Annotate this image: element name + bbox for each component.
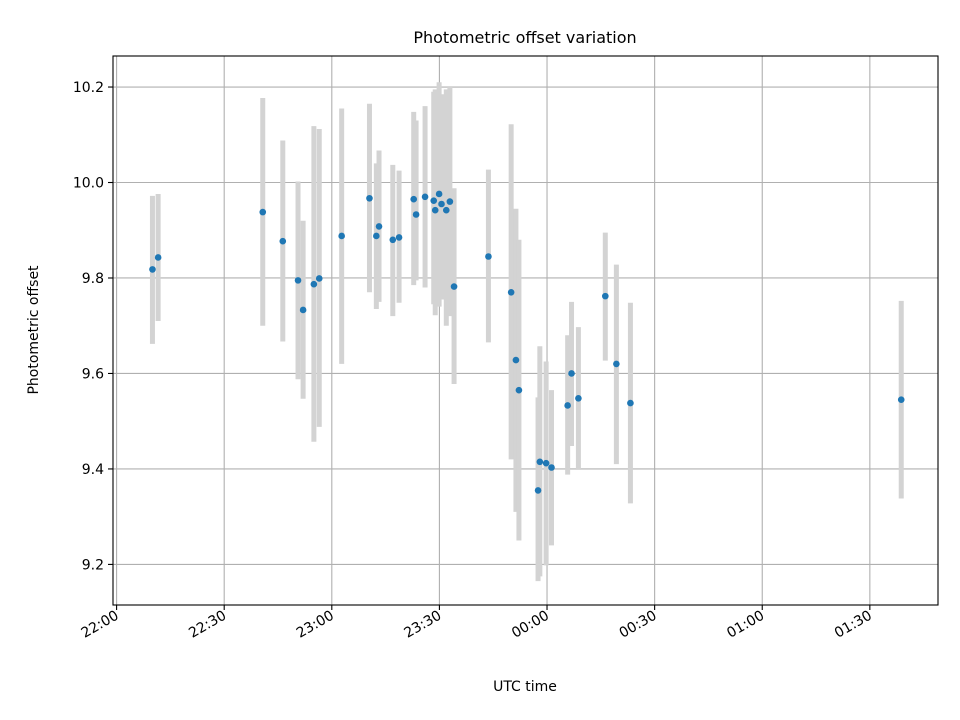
data-point: [602, 292, 609, 300]
data-point: [613, 360, 620, 368]
grid-lines: [113, 56, 938, 605]
data-point: [897, 396, 905, 404]
data-point: [310, 280, 318, 288]
chart-title: Photometric offset variation: [413, 28, 636, 47]
data-point: [627, 399, 634, 407]
y-axis-ticks: 9.2 9.4 9.6 9.8 10.0 10.2: [73, 80, 113, 573]
y-axis-label: Photometric offset: [26, 265, 42, 395]
data-point: [430, 197, 438, 204]
data-point: [564, 402, 571, 409]
data-point: [366, 194, 373, 202]
y-tick-label: 9.8: [82, 271, 104, 287]
data-point: [515, 386, 523, 394]
y-tick-label: 10.0: [73, 176, 104, 192]
data-point: [412, 211, 420, 218]
y-tick-label: 10.2: [73, 80, 104, 96]
data-point: [259, 208, 267, 216]
plot-area: [113, 56, 938, 605]
data-point: [410, 195, 418, 203]
data-point: [395, 234, 403, 241]
data-point: [375, 223, 383, 230]
data-point: [575, 394, 582, 402]
data-point: [431, 206, 439, 214]
data-point: [534, 487, 542, 494]
data-point: [338, 232, 345, 240]
data-point: [568, 370, 575, 377]
data-point: [450, 283, 458, 290]
plot-frame: [112, 55, 939, 606]
data-point: [542, 459, 550, 467]
x-axis-label: UTC time: [493, 679, 557, 695]
data-point: [299, 306, 307, 314]
data-point: [154, 254, 162, 261]
data-point: [485, 253, 492, 260]
data-point: [536, 458, 544, 466]
data-point: [512, 356, 520, 364]
data-point: [438, 200, 445, 208]
data-point: [294, 277, 302, 284]
y-tick-label: 9.4: [82, 462, 104, 478]
data-point: [548, 464, 555, 471]
data-point: [149, 266, 156, 273]
data-point: [507, 289, 515, 296]
data-point: [389, 236, 397, 244]
data-point: [435, 190, 443, 198]
data-point: [442, 206, 450, 214]
y-tick-label: 9.6: [82, 366, 104, 382]
y-tick-label: 9.2: [82, 557, 104, 573]
data-point: [279, 237, 287, 245]
data-point: [373, 232, 380, 240]
data-point: [315, 275, 323, 282]
data-points: [149, 190, 905, 494]
data-point: [421, 193, 429, 201]
data-point: [446, 198, 454, 205]
